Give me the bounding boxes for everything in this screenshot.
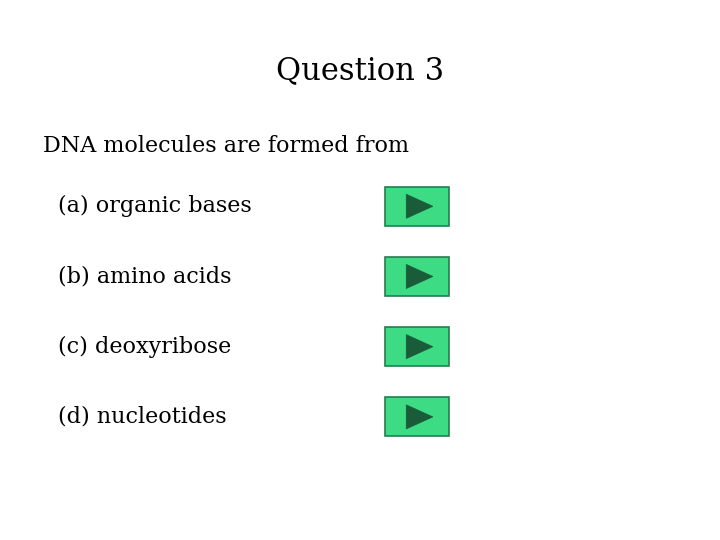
Text: (b) amino acids: (b) amino acids bbox=[58, 266, 231, 287]
Text: DNA molecules are formed from: DNA molecules are formed from bbox=[43, 135, 409, 157]
Text: (c) deoxyribose: (c) deoxyribose bbox=[58, 336, 231, 357]
Text: Question 3: Question 3 bbox=[276, 55, 444, 86]
Polygon shape bbox=[406, 405, 433, 429]
Text: (a) organic bases: (a) organic bases bbox=[58, 195, 251, 217]
Polygon shape bbox=[406, 194, 433, 218]
FancyBboxPatch shape bbox=[385, 397, 449, 436]
FancyBboxPatch shape bbox=[385, 187, 449, 226]
Polygon shape bbox=[406, 335, 433, 359]
Text: (d) nucleotides: (d) nucleotides bbox=[58, 406, 226, 428]
FancyBboxPatch shape bbox=[385, 257, 449, 296]
Polygon shape bbox=[406, 265, 433, 288]
FancyBboxPatch shape bbox=[385, 327, 449, 366]
